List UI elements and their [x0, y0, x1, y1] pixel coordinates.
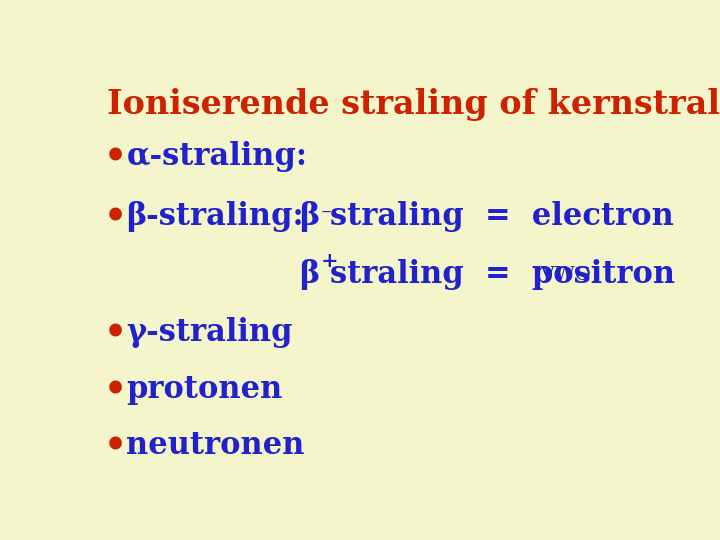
Text: α-straling:: α-straling:	[126, 141, 307, 172]
Text: β: β	[300, 201, 320, 232]
Text: straling  =  positron: straling = positron	[330, 259, 685, 291]
Text: •: •	[104, 316, 127, 350]
Text: β: β	[300, 259, 320, 291]
Text: β-straling:: β-straling:	[126, 201, 304, 232]
Text: •: •	[104, 428, 127, 462]
Text: γ-straling: γ-straling	[126, 318, 293, 348]
Text: •: •	[104, 139, 127, 173]
Text: •: •	[104, 372, 127, 406]
Text: Ioniserende straling of kernstraling:: Ioniserende straling of kernstraling:	[107, 87, 720, 120]
Text: straling  =  electron: straling = electron	[330, 201, 674, 232]
Text: •: •	[104, 200, 127, 234]
Text: ⁻: ⁻	[320, 207, 331, 227]
Text: protonen: protonen	[126, 374, 283, 404]
Text: +: +	[320, 252, 338, 272]
Text: neutronen: neutronen	[126, 430, 305, 461]
Text: (VWO): (VWO)	[534, 266, 599, 284]
